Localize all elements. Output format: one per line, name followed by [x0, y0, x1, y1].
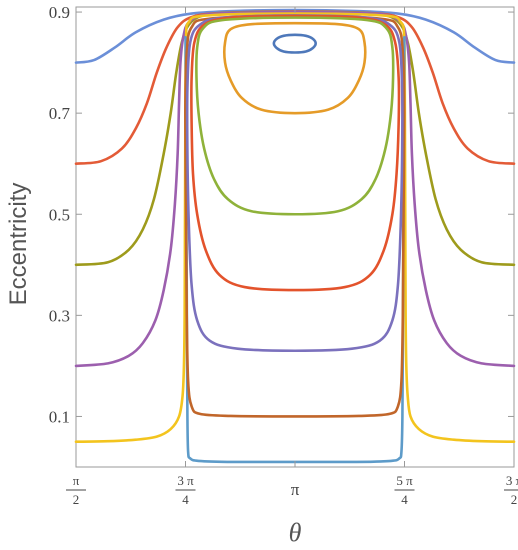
y-tick-label: 0.1	[49, 407, 70, 426]
x-tick-numerator: 5 π	[396, 473, 413, 488]
y-ticks: 0.1 0.3 0.5 0.7 0.9	[49, 3, 514, 426]
x-tick-fraction: 5 π4	[394, 473, 415, 507]
x-tick-fraction: π2	[66, 473, 86, 507]
x-tick-fraction: 3 π2	[504, 473, 518, 507]
x-tick-label: π	[291, 480, 300, 499]
series-line-4	[74, 10, 516, 368]
series-line-7	[184, 14, 406, 418]
x-tick-numerator: 3 π	[506, 473, 518, 488]
x-tick-denominator: 2	[73, 492, 80, 507]
series-line-10	[195, 16, 395, 216]
x-axis-title: θ	[289, 518, 302, 547]
x-tick-numerator: π	[73, 473, 80, 488]
y-tick-label: 0.9	[49, 3, 70, 22]
x-tick-denominator: 4	[401, 492, 408, 507]
series-line-3	[74, 10, 516, 267]
series-line-9	[190, 14, 401, 292]
y-tick-label: 0.5	[49, 205, 70, 224]
series-line-11	[223, 21, 367, 115]
x-tick-fraction: 3 π4	[175, 473, 196, 507]
x-tick-denominator: 2	[511, 492, 518, 507]
plot-frame	[75, 6, 515, 468]
series-layer	[74, 8, 516, 464]
series-line-6	[184, 36, 406, 464]
series-line-12	[272, 33, 317, 54]
series-line-5	[74, 12, 516, 444]
y-axis-title: Eccentricity	[5, 183, 32, 306]
series-line-8	[185, 14, 404, 353]
x-tick-numerator: 3 π	[177, 473, 194, 488]
x-tick-denominator: 4	[182, 492, 189, 507]
y-tick-label: 0.7	[49, 104, 71, 123]
y-tick-label: 0.3	[49, 306, 70, 325]
